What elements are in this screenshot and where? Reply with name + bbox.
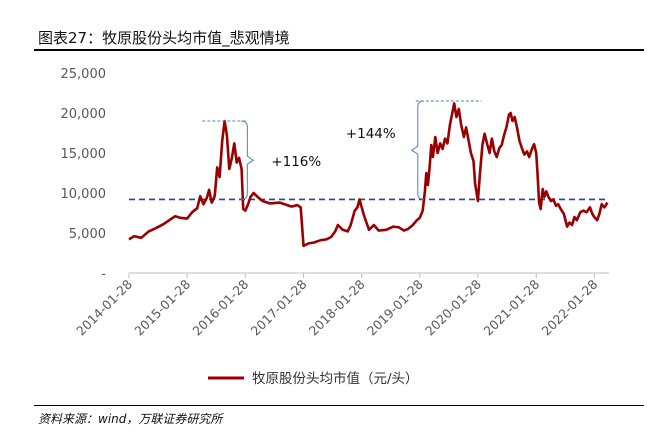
x-tick-label: 2022-01-28	[538, 276, 600, 338]
x-tick-label: 2021-01-28	[480, 276, 542, 338]
y-tick-label: 20,000	[61, 107, 107, 122]
x-tick-label: 2015-01-28	[131, 276, 193, 338]
series-line-market-value	[128, 102, 609, 248]
x-tick-label: 2019-01-28	[364, 276, 426, 338]
x-tick-label: 2017-01-28	[248, 276, 310, 338]
source-note: 资料来源：wind，万联证券研究所	[38, 412, 223, 426]
figure-title: 图表27：牧原股份头均市值_悲观情境	[38, 29, 290, 47]
x-tick-label: 2018-01-28	[306, 276, 368, 338]
y-tick-label: 10,000	[61, 187, 107, 202]
y-tick-label: 15,000	[61, 147, 107, 162]
y-tick-label: 25,000	[61, 67, 107, 82]
x-tick-label: 2020-01-28	[422, 276, 484, 338]
annotation-label: +144%	[346, 126, 396, 142]
title-underline	[34, 49, 644, 51]
legend-label: 牧原股份头均市值（元/头）	[252, 370, 419, 387]
annotation-label: +116%	[271, 154, 321, 170]
source-divider	[34, 405, 644, 406]
increase-bracket	[241, 120, 255, 200]
y-tick-label: -	[101, 267, 106, 282]
increase-bracket	[410, 100, 424, 200]
x-tick-label: 2016-01-28	[189, 276, 251, 338]
x-tick-label: 2014-01-28	[73, 276, 135, 338]
title-bar: 图表27：牧原股份头均市值_悲观情境	[34, 24, 644, 51]
y-tick-label: 5,000	[69, 227, 106, 242]
